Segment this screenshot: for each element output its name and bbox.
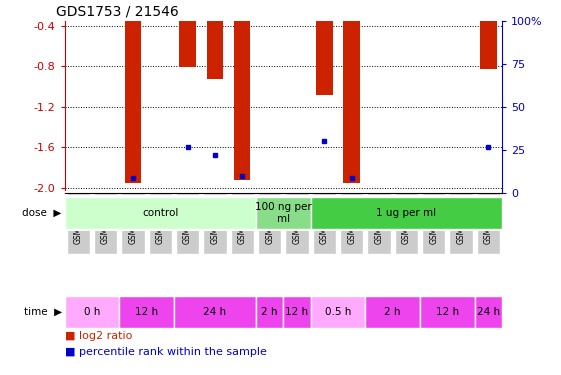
Text: 2 h: 2 h (261, 307, 278, 317)
Text: 12 h: 12 h (286, 307, 309, 317)
FancyBboxPatch shape (176, 192, 199, 254)
FancyBboxPatch shape (65, 197, 256, 229)
FancyBboxPatch shape (256, 296, 283, 328)
Text: GSM93635: GSM93635 (73, 202, 82, 244)
FancyBboxPatch shape (149, 192, 172, 254)
Text: GSM93644: GSM93644 (183, 202, 192, 244)
Bar (234, 21, 250, 180)
Text: GSM93649: GSM93649 (128, 202, 137, 244)
Text: GSM93647: GSM93647 (402, 202, 411, 244)
Text: GSM93636: GSM93636 (484, 202, 493, 244)
Bar (125, 21, 141, 183)
FancyBboxPatch shape (395, 192, 418, 254)
Text: control: control (142, 208, 178, 218)
Text: ■ log2 ratio: ■ log2 ratio (65, 331, 132, 341)
FancyBboxPatch shape (256, 197, 311, 229)
FancyBboxPatch shape (367, 192, 390, 254)
Text: time  ▶: time ▶ (24, 307, 62, 317)
Bar (316, 21, 333, 95)
FancyBboxPatch shape (174, 296, 256, 328)
Text: GSM93638: GSM93638 (101, 202, 110, 244)
FancyBboxPatch shape (311, 197, 502, 229)
FancyBboxPatch shape (312, 192, 336, 254)
FancyBboxPatch shape (365, 296, 420, 328)
FancyBboxPatch shape (121, 192, 145, 254)
FancyBboxPatch shape (449, 192, 473, 254)
Bar (206, 21, 223, 80)
FancyBboxPatch shape (340, 192, 364, 254)
FancyBboxPatch shape (203, 192, 227, 254)
Text: 12 h: 12 h (135, 307, 158, 317)
Text: 2 h: 2 h (384, 307, 401, 317)
Text: 24 h: 24 h (477, 307, 500, 317)
FancyBboxPatch shape (94, 192, 117, 254)
Bar (480, 21, 496, 69)
FancyBboxPatch shape (67, 192, 90, 254)
Text: GSM93637: GSM93637 (429, 202, 438, 244)
Text: 1 ug per ml: 1 ug per ml (376, 208, 436, 218)
Text: 12 h: 12 h (436, 307, 459, 317)
Text: GSM93643: GSM93643 (347, 202, 356, 244)
Text: GSM93639: GSM93639 (375, 202, 384, 244)
Text: 0 h: 0 h (84, 307, 100, 317)
FancyBboxPatch shape (286, 192, 309, 254)
FancyBboxPatch shape (475, 296, 502, 328)
Text: ■ percentile rank within the sample: ■ percentile rank within the sample (65, 347, 266, 357)
FancyBboxPatch shape (422, 192, 445, 254)
Text: GDS1753 / 21546: GDS1753 / 21546 (56, 4, 178, 18)
Bar (180, 21, 196, 67)
FancyBboxPatch shape (420, 296, 475, 328)
FancyBboxPatch shape (283, 296, 311, 328)
Text: GSM93646: GSM93646 (265, 202, 274, 244)
Text: GSM93640: GSM93640 (457, 202, 466, 244)
Text: dose  ▶: dose ▶ (22, 208, 62, 218)
Text: 24 h: 24 h (204, 307, 227, 317)
FancyBboxPatch shape (477, 192, 500, 254)
FancyBboxPatch shape (65, 296, 119, 328)
Text: GSM93641: GSM93641 (156, 202, 165, 244)
FancyBboxPatch shape (119, 296, 174, 328)
Text: GSM93648: GSM93648 (292, 202, 301, 244)
Text: GSM93642: GSM93642 (320, 202, 329, 244)
Text: GSM93645: GSM93645 (210, 202, 219, 244)
Bar (343, 21, 360, 183)
Text: GSM93650: GSM93650 (238, 202, 247, 244)
FancyBboxPatch shape (311, 296, 365, 328)
FancyBboxPatch shape (231, 192, 254, 254)
Text: 100 ng per
ml: 100 ng per ml (255, 202, 312, 223)
FancyBboxPatch shape (258, 192, 281, 254)
Text: 0.5 h: 0.5 h (325, 307, 351, 317)
